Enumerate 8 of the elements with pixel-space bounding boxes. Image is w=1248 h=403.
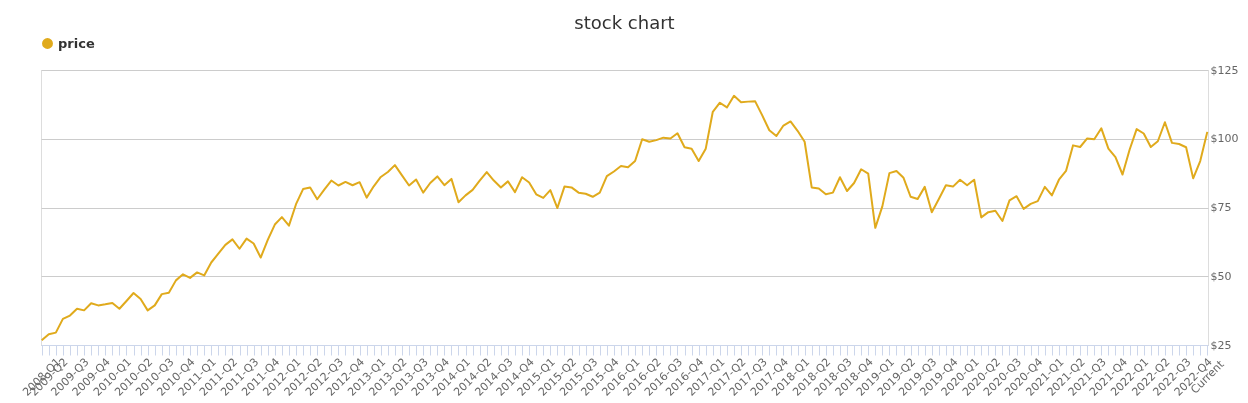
y-tick-label: $25 xyxy=(1210,338,1232,352)
y-tick-label: $125 xyxy=(1210,63,1239,77)
line-series xyxy=(40,94,1209,342)
y-tick-label: $100 xyxy=(1210,132,1239,146)
legend-label: price xyxy=(58,35,95,51)
chart-title: stock chart xyxy=(574,12,675,33)
y-tick-label: $75 xyxy=(1210,201,1232,214)
y-tick-label: $50 xyxy=(1210,269,1232,283)
